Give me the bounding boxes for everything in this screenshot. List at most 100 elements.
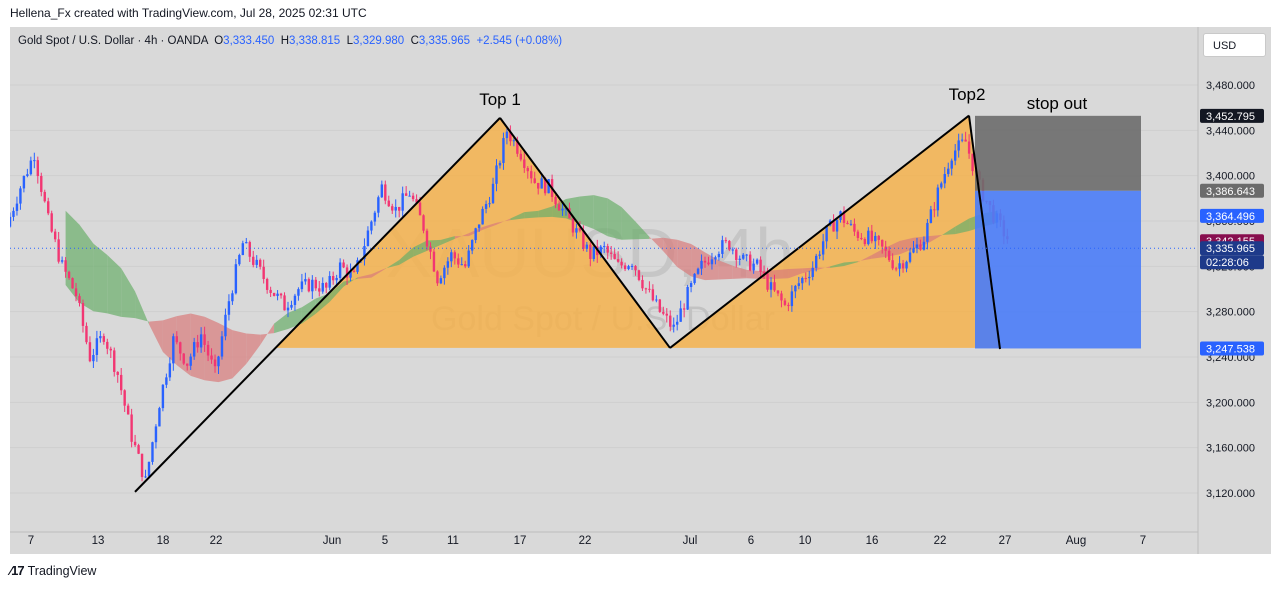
x-tick-label: 22 — [579, 535, 592, 547]
candle-body — [373, 212, 377, 222]
candle-body — [804, 278, 807, 280]
candle-body — [220, 336, 224, 357]
candle-body — [130, 414, 133, 442]
candle-body — [182, 353, 185, 364]
candle-body — [26, 174, 29, 177]
candle-body — [345, 267, 349, 278]
candle-body — [776, 290, 780, 294]
candle-body — [964, 139, 967, 142]
candle-body — [870, 230, 873, 242]
candle-body — [818, 254, 821, 256]
x-tick-label: Jun — [323, 535, 342, 547]
chart-svg[interactable]: XAUUSD, 4h Gold Spot / U.S. Dollar Top 1… — [10, 27, 1271, 554]
candle-body — [238, 255, 241, 265]
candle-body — [954, 150, 957, 161]
cloud-segment — [857, 255, 872, 263]
y-tick-label: 3,480.000 — [1206, 80, 1255, 92]
candle-body — [891, 260, 894, 269]
candle-body — [67, 271, 71, 279]
candle-body — [773, 282, 776, 291]
cloud-segment — [149, 320, 163, 352]
candle-body — [488, 203, 491, 205]
candle-body — [616, 259, 620, 262]
candle-body — [516, 140, 519, 154]
annotation-label: Top 1 — [479, 90, 521, 109]
candle-body — [707, 262, 710, 265]
candle-body — [307, 279, 311, 292]
candle-body — [877, 235, 880, 240]
candle-body — [575, 228, 578, 233]
candle-body — [304, 279, 307, 282]
candle-body — [686, 286, 689, 310]
candle-body — [172, 336, 175, 364]
candle-body — [662, 311, 665, 314]
candle-body — [199, 334, 203, 348]
candle-body — [821, 241, 825, 255]
x-tick-label: 11 — [447, 535, 459, 547]
candle-body — [147, 461, 151, 477]
candle-body — [411, 195, 415, 200]
x-tick-label: 27 — [999, 535, 1012, 547]
tradingview-logo-icon[interactable]: ⁄17 — [10, 563, 25, 578]
candle-body — [272, 292, 276, 296]
candle-body — [269, 289, 272, 293]
top2-fill — [670, 115, 1000, 348]
candle-body — [894, 268, 898, 270]
candle-body — [860, 237, 863, 240]
candle-body — [613, 253, 616, 260]
cloud-segment — [371, 268, 386, 278]
candle-body — [81, 303, 85, 326]
candle-body — [387, 200, 390, 207]
candle-body — [676, 321, 679, 325]
candle-body — [210, 355, 213, 360]
price-badge-label: 02:28:06 — [1206, 257, 1249, 269]
candle-body — [874, 235, 877, 242]
candle-body — [943, 174, 946, 184]
candle-body — [342, 262, 345, 268]
cloud-segment — [510, 212, 525, 221]
candle-body — [366, 230, 370, 247]
candle-body — [710, 259, 714, 265]
candle-body — [217, 356, 220, 367]
cloud-segment — [579, 195, 594, 230]
candle-body — [957, 140, 960, 151]
candle-body — [415, 199, 418, 203]
candle-body — [606, 246, 609, 253]
cloud-segment — [635, 221, 650, 240]
x-tick-label: 10 — [799, 535, 812, 547]
x-tick-label: 17 — [514, 535, 527, 547]
candle-body — [919, 244, 922, 250]
candle-body — [484, 204, 488, 209]
candle-body — [922, 241, 926, 250]
cloud-segment — [830, 262, 844, 268]
cloud-segment — [732, 265, 747, 279]
candle-body — [898, 263, 901, 269]
candle-body — [856, 231, 860, 238]
candle-body — [47, 201, 50, 214]
candle-body — [338, 262, 342, 278]
candle-body — [554, 197, 557, 205]
candle-body — [533, 178, 536, 183]
y-tick-label: 3,120.000 — [1206, 488, 1255, 500]
candle-body — [693, 273, 696, 284]
candle-body — [161, 384, 165, 409]
candle-body — [133, 441, 137, 446]
candle-body — [151, 442, 154, 462]
candle-body — [113, 350, 116, 372]
candle-body — [53, 231, 57, 240]
candle-body — [867, 230, 870, 245]
candle-body — [234, 264, 238, 294]
candle-body — [797, 283, 801, 286]
legend-symbol[interactable]: Gold Spot / U.S. Dollar · 4h · OANDA — [18, 35, 208, 47]
candle-body — [352, 270, 356, 272]
cloud-segment — [677, 239, 692, 277]
candle-body — [283, 295, 286, 311]
candle-body — [863, 239, 867, 245]
candle-body — [495, 165, 498, 184]
annotation-label: stop out — [1027, 94, 1088, 113]
currency-button[interactable]: USD — [1203, 33, 1266, 57]
candle-body — [905, 261, 908, 269]
candle-body — [936, 187, 940, 211]
cloud-segment — [844, 261, 858, 267]
pattern-line — [499, 117, 671, 349]
